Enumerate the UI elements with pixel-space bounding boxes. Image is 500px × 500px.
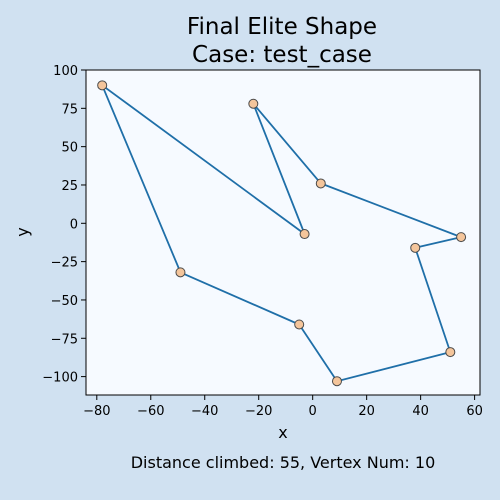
y-tick-label: 0: [70, 217, 78, 232]
x-tick-label: 20: [358, 404, 375, 419]
y-tick-label: −75: [51, 332, 78, 347]
vertex-point: [97, 80, 108, 91]
vertex-point: [175, 267, 186, 278]
x-tick-label: 0: [309, 404, 317, 419]
vertex-point: [445, 347, 456, 358]
x-tick-label: 60: [466, 404, 483, 419]
x-tick-label: −40: [191, 404, 218, 419]
series-layer: [97, 80, 467, 387]
x-tick-label: −60: [137, 404, 164, 419]
y-tick-label: −25: [51, 256, 78, 271]
chart-title-line-2: Case: test_case: [192, 42, 372, 68]
vertex-point: [410, 242, 421, 253]
y-tick-label: −100: [42, 371, 78, 386]
y-tick-label: −50: [51, 294, 78, 309]
y-tick-label: 50: [61, 141, 78, 156]
x-tick-label: −80: [83, 404, 110, 419]
caption: Distance climbed: 55, Vertex Num: 10: [131, 453, 436, 472]
plot-area: [85, 69, 481, 396]
chart-title-line-1: Final Elite Shape: [187, 14, 377, 40]
vertex-point: [315, 178, 326, 189]
vertex-point: [294, 319, 305, 330]
x-tick-label: 40: [412, 404, 429, 419]
vertex-point: [299, 229, 310, 240]
y-axis-label: y: [13, 227, 32, 236]
y-tick-label: 75: [61, 102, 78, 117]
vertex-point: [456, 232, 467, 243]
x-tick-label: −20: [245, 404, 272, 419]
y-tick-label: 25: [61, 179, 78, 194]
y-tick-label: 100: [53, 64, 78, 79]
x-axis-label: x: [278, 423, 287, 442]
vertex-point: [248, 98, 259, 109]
axis-ticks: −80 −60 −40 −20 0 20 40 60 −100 −75 −50 −25 0 25 50 75 1…: [42, 64, 483, 419]
vertex-point: [331, 376, 342, 387]
